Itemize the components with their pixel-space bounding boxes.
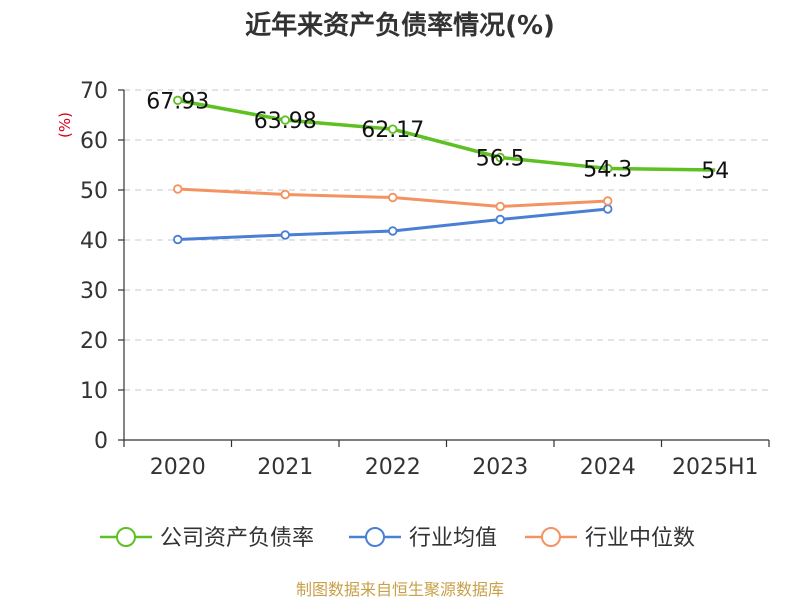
legend-marker-2 (541, 527, 561, 547)
series-0-point-2021 (280, 115, 290, 125)
legend-label-2: 行业中位数 (585, 526, 695, 551)
y-ticks: 0 10 20 30 40 50 60 70 (80, 79, 124, 454)
data-labels: 67.93 63.98 62.17 56.5 54.3 54 (146, 89, 729, 184)
data-label-2025H1: 54 (701, 159, 729, 184)
y-tick-label-50: 50 (80, 179, 108, 204)
series-1-point-2020 (173, 234, 183, 245)
y-tick-label-60: 60 (80, 129, 108, 154)
legend-label-1: 行业均值 (409, 526, 497, 551)
source-note: 制图数据来自恒生聚源数据库 (296, 580, 504, 599)
series-layer (173, 95, 716, 245)
series-2-point-2022 (388, 192, 398, 203)
data-label-2020: 67.93 (146, 89, 209, 114)
x-tick-label-2022: 2022 (365, 455, 421, 480)
x-tick-label-2024: 2024 (580, 455, 636, 480)
series-0-point-2020 (173, 95, 183, 106)
legend[interactable]: 公司资产负债率 行业均值 行业中位数 (100, 526, 695, 551)
legend-label-0: 公司资产负债率 (160, 526, 314, 551)
series-1-point-2023 (495, 214, 505, 225)
y-tick-label-10: 10 (80, 379, 108, 404)
series-2-point-2020 (173, 184, 183, 194)
data-label-2022: 62.17 (361, 118, 424, 143)
grid (124, 89, 769, 391)
series-1-point-2022 (388, 226, 398, 236)
x-tick-label-2025H1: 2025H1 (672, 455, 759, 480)
data-label-2021: 63.98 (254, 109, 317, 134)
y-tick-label-20: 20 (80, 329, 108, 354)
y-tick-label-30: 30 (80, 279, 108, 304)
y-tick-label-70: 70 (80, 79, 108, 104)
series-0-point-2024 (603, 163, 613, 174)
series-1-point-2024 (603, 204, 613, 214)
series-1-point-2021 (280, 230, 290, 240)
data-label-2024: 54.3 (583, 158, 632, 183)
x-ticks: 2020 2021 2022 2023 2024 2025H1 (123, 440, 770, 480)
series-line-0 (177, 98, 716, 172)
series-2-point-2024 (603, 196, 613, 206)
legend-item-2[interactable]: 行业中位数 (525, 526, 695, 551)
data-label-2023: 56.5 (476, 147, 525, 172)
series-2-point-2023 (495, 201, 505, 212)
chart-title: 近年来资产负债率情况(%) (245, 10, 555, 41)
x-tick-label-2020: 2020 (150, 455, 206, 480)
y-tick-label-40: 40 (80, 229, 108, 254)
legend-item-0[interactable]: 公司资产负债率 (100, 526, 314, 551)
y-tick-label-0: 0 (94, 429, 108, 454)
series-0-point-2022 (388, 124, 398, 134)
legend-marker-1 (365, 527, 385, 547)
x-tick-label-2023: 2023 (472, 455, 528, 480)
legend-item-1[interactable]: 行业均值 (349, 526, 497, 551)
y-axis-label: (%) (56, 112, 74, 138)
legend-marker-0 (116, 527, 136, 547)
x-tick-label-2021: 2021 (257, 455, 313, 480)
series-2-point-2021 (280, 189, 290, 200)
series-0-point-2023 (495, 152, 505, 163)
